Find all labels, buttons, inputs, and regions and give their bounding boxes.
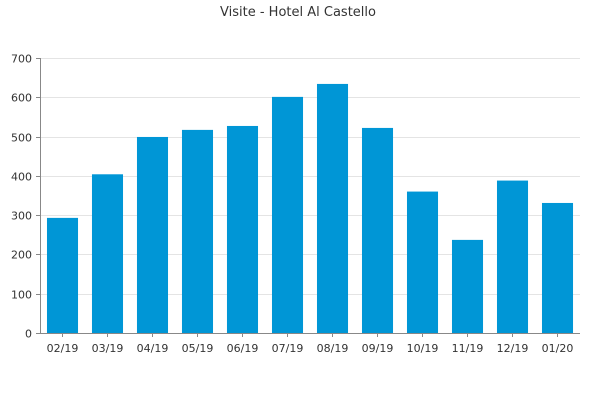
bar (136, 136, 169, 333)
axes (36, 58, 580, 337)
x-tick-label: 12/19 (497, 342, 529, 355)
x-tick-label: 07/19 (272, 342, 304, 355)
x-tick-label: 01/20 (542, 342, 574, 355)
bars (46, 83, 574, 334)
x-tick-label: 04/19 (137, 342, 169, 355)
grid-lines (40, 58, 580, 295)
x-tick-label: 06/19 (227, 342, 259, 355)
bar (451, 239, 484, 333)
bar (46, 217, 79, 333)
y-tick-label: 200 (11, 249, 32, 262)
x-tick-label: 03/19 (92, 342, 124, 355)
bar (541, 202, 574, 333)
bar (181, 129, 214, 333)
x-tick-label: 02/19 (47, 342, 79, 355)
bar (316, 83, 349, 334)
y-tick-label: 300 (11, 210, 32, 223)
bar (271, 96, 304, 333)
y-tick-label: 100 (11, 289, 32, 302)
y-tick-label: 0 (25, 328, 32, 341)
x-tick-labels: 02/19 03/19 04/19 05/19 06/19 07/19 08/19 09/19… (47, 342, 574, 355)
bar (226, 125, 259, 334)
bar (91, 174, 124, 333)
x-tick-label: 09/19 (362, 342, 394, 355)
x-tick-label: 05/19 (182, 342, 214, 355)
chart-title: Visite - Hotel Al Castello (220, 5, 376, 20)
y-tick-label: 600 (11, 92, 32, 105)
y-tick-label: 500 (11, 132, 32, 145)
bar (406, 191, 439, 333)
x-tick-label: 11/19 (452, 342, 484, 355)
bar (496, 180, 529, 333)
bar (361, 127, 394, 334)
x-tick-label: 10/19 (407, 342, 439, 355)
y-tick-label: 400 (11, 171, 32, 184)
x-tick-label: 08/19 (317, 342, 349, 355)
y-tick-label: 700 (11, 53, 32, 66)
y-tick-labels: 0 100 200 300 400 500 600 700 (11, 53, 32, 341)
